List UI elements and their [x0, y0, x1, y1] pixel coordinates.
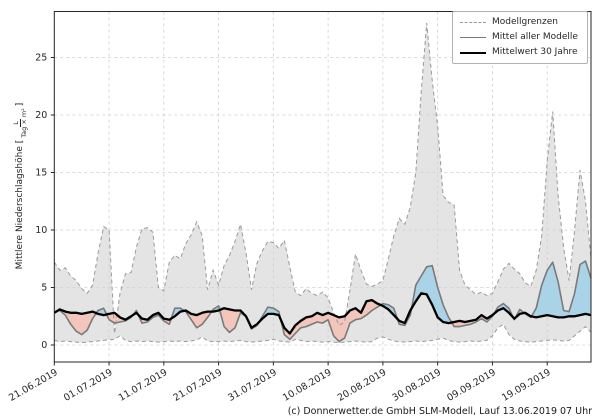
legend-label: Mittelwert 30 Jahre: [492, 47, 578, 57]
legend-item-model-mean: Mittel aller Modelle: [460, 32, 580, 43]
x-tick-label: 21.06.2019: [7, 367, 60, 404]
x-tick-label: 10.08.2019: [281, 367, 334, 404]
y-axis-unit-fraction: L Tag × m²: [12, 108, 29, 138]
x-tick-label: 01.07.2019: [62, 367, 115, 404]
y-tick-label: 5: [41, 283, 47, 294]
y-tick-label: 25: [35, 53, 47, 64]
model-mean-line: [54, 260, 592, 343]
tick-marks: [50, 57, 548, 366]
y-tick-label: 20: [35, 110, 47, 121]
legend: Modellgrenzen Mittel aller Modelle Mitte…: [452, 11, 588, 64]
legend-label: Modellgrenzen: [492, 17, 558, 27]
gray-line-icon: [460, 37, 486, 38]
y-axis-label: Mittlere Niederschlagshöhe [L Tag × m²]: [10, 16, 30, 356]
copyright-credit: (c) Donnerwetter.de GmbH SLM-Modell, Lau…: [287, 406, 592, 417]
y-axis-unit-denominator: Tag × m²: [20, 108, 28, 138]
y-tick-label: 10: [35, 225, 47, 236]
x-tick-label: 20.08.2019: [336, 367, 389, 404]
model-lower-bound-line: [54, 323, 592, 344]
x-tick-label: 11.07.2019: [117, 367, 170, 404]
x-tick-label: 09.09.2019: [445, 367, 498, 404]
x-tick-label: 21.07.2019: [171, 367, 224, 404]
model-upper-bound-line: [53, 22, 592, 334]
legend-item-30y-mean: Mittelwert 30 Jahre: [460, 47, 580, 58]
y-axis-label-text: Mittlere Niederschlagshöhe [: [15, 139, 25, 270]
black-line-icon: [460, 51, 486, 54]
legend-item-model-bounds: Modellgrenzen: [460, 17, 580, 28]
y-tick-label: 0: [41, 340, 47, 351]
model-range-band: [54, 23, 592, 343]
plot-border: [53, 11, 592, 363]
tick-labels: 0 5 10 15 20 25 21.06.2019 01.07.2019 11.07.2019…: [7, 53, 553, 404]
x-tick-label: 30.08.2019: [391, 367, 444, 404]
dashed-line-icon: [460, 22, 486, 23]
x-tick-label: 31.07.2019: [226, 367, 279, 404]
below-normal-fill: [54, 293, 592, 342]
legend-label: Mittel aller Modelle: [492, 32, 578, 42]
y-tick-label: 15: [35, 168, 47, 179]
30y-mean-line: [53, 292, 592, 335]
x-tick-label: 19.09.2019: [500, 367, 553, 404]
y-axis-label-close-bracket: ]: [15, 102, 25, 107]
